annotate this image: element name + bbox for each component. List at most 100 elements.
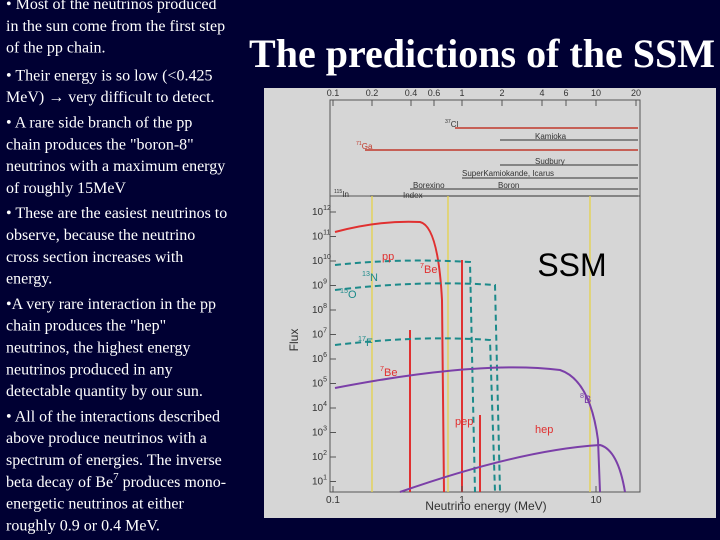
text-span: Flux	[287, 329, 301, 352]
text-span: chain produces the "boron-8"	[6, 136, 194, 153]
experiment-label: 115In	[334, 190, 349, 200]
text-span: pep	[455, 416, 473, 428]
experiment-label: Borexino	[413, 181, 445, 190]
text-span: SuperKamiokande, Icarus	[462, 169, 554, 178]
text-span: 17	[358, 335, 366, 343]
text-span: 9	[323, 279, 327, 286]
bullet-line: beta decay of Be7 produces mono-	[6, 470, 226, 490]
bullet-line: roughly 0.9 or 0.4 MeV.	[6, 517, 160, 534]
text-span: spectrum of energies. The inverse	[6, 452, 222, 469]
text-span: 1	[459, 88, 464, 98]
bullet-line: energetic neutrinos at either	[6, 495, 185, 512]
text-span: produces mono-	[119, 473, 227, 490]
text-span: 71	[356, 142, 362, 148]
text-span: Index	[403, 191, 423, 200]
pp-spectrum	[334, 220, 445, 493]
text-span: 2	[499, 88, 504, 98]
text-span: hep	[535, 424, 553, 436]
curve-label: 7Be	[420, 262, 437, 276]
text-span: O	[348, 289, 357, 301]
be7-lines	[409, 260, 463, 492]
bottom-tick-label: 1	[459, 495, 465, 506]
text-span: energy.	[6, 270, 52, 287]
bullet-line: • Most of the neutrinos produced	[6, 0, 216, 13]
curve-label: hep	[535, 424, 553, 436]
curve-label: 17F	[358, 335, 373, 349]
text-span: 10	[312, 330, 324, 341]
bullet-line: of roughly 15MeV	[6, 180, 126, 197]
bullet-line: in the sun come from the first step	[6, 17, 225, 34]
text-span: 13	[362, 270, 370, 278]
top-tick-label: 0.2	[366, 88, 379, 98]
text-span: 0.1	[326, 495, 340, 506]
y-tick-label: 106	[312, 352, 327, 365]
text-span: Be	[384, 367, 397, 379]
bullet-line: observe, because the neutrino	[6, 227, 195, 244]
experiment-label: Boron	[498, 181, 519, 190]
text-span: 7	[323, 328, 327, 335]
text-span: Cl	[451, 120, 459, 129]
text-span: 1	[459, 495, 465, 506]
text-span: 15	[340, 287, 348, 295]
text-span: beta decay of Be	[6, 473, 113, 490]
text-span: 37	[445, 120, 451, 126]
text-span: 2	[323, 450, 327, 457]
text-span: • All of the interactions described	[6, 408, 220, 425]
text-span: Ga	[362, 142, 373, 151]
bullet-line: detectable quantity by our sun.	[6, 383, 203, 400]
text-span: 6	[323, 352, 327, 359]
bullet-line: cross section increases with	[6, 248, 183, 265]
curve-label: pp	[382, 251, 394, 263]
text-span: 0.2	[366, 88, 379, 98]
experiment-label: Sudbury	[535, 157, 565, 166]
curve-label: pep	[455, 416, 473, 428]
plot-panel	[264, 88, 716, 518]
text-span: Sudbury	[535, 157, 565, 166]
text-span: 10	[312, 403, 324, 414]
text-span: MeV) → very difficult to detect.	[6, 89, 215, 106]
curve-label: 7Be	[380, 365, 397, 379]
o15-spectrum	[334, 282, 501, 493]
experiment-label: Kamioka	[535, 132, 567, 141]
model-label: SSM	[537, 247, 606, 283]
text-span: 10	[323, 254, 331, 261]
text-span: chain produces the "hep"	[6, 317, 166, 334]
bullet-line: energy.	[6, 270, 52, 287]
y-tick-label: 1012	[312, 205, 331, 218]
text-span: 12	[323, 205, 331, 212]
text-span: 0.4	[405, 88, 418, 98]
text-span: •A very rare interaction in the pp	[6, 296, 216, 313]
bullet-line: chain produces the "hep"	[6, 317, 166, 334]
text-span: 10	[312, 428, 324, 439]
y-tick-label: 103	[312, 426, 327, 439]
bullet-line: of the pp chain.	[6, 39, 106, 56]
text-span: Boron	[498, 181, 519, 190]
text-span: 7	[380, 365, 384, 373]
top-tick-label: 10	[591, 88, 601, 98]
hep-spectrum	[399, 443, 626, 493]
text-span: 5	[323, 377, 327, 384]
text-span: neutrinos produced in any	[6, 361, 173, 378]
text-span: 7	[113, 470, 119, 482]
text-span: 4	[323, 401, 327, 408]
y-tick-label: 108	[312, 303, 327, 316]
y-tick-label: 1011	[312, 230, 330, 243]
bullet-line: neutrinos, the highest energy	[6, 339, 191, 356]
x-axis-label: Neutrino energy (MeV)	[425, 499, 546, 513]
experiment-label: 71Ga	[356, 142, 373, 152]
text-span: Be	[424, 264, 437, 276]
text-span: 0.1	[327, 88, 340, 98]
top-tick-label: 0.6	[428, 88, 441, 98]
text-span: Borexino	[413, 181, 445, 190]
bottom-tick-label: 0.1	[326, 495, 340, 506]
text-span: above produce neutrinos with a	[6, 430, 207, 447]
text-span: F	[366, 337, 373, 349]
slide-title: The predictions of the SSM	[249, 31, 715, 76]
text-span: of roughly 15MeV	[6, 180, 126, 197]
bullet-line: neutrinos produced in any	[6, 361, 173, 378]
top-tick-label: 20	[631, 88, 641, 98]
threshold-lines	[370, 139, 638, 197]
text-span: 8	[323, 303, 327, 310]
y-tick-label: 109	[312, 279, 327, 292]
